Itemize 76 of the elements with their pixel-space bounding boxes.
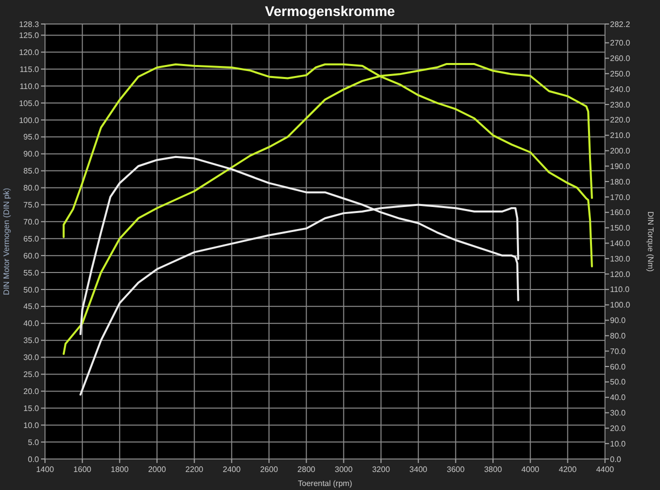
y2-tick-label: 200.0	[610, 146, 631, 156]
y2-tick-label: 60.0	[610, 362, 626, 372]
x-tick-label: 4000	[521, 465, 540, 474]
y-tick-label: 100.0	[18, 116, 40, 125]
y-tick-label: 70.0	[23, 217, 40, 226]
chart-title: Vermogenskromme	[265, 3, 396, 19]
y2-tick-label: 110.0	[610, 285, 630, 294]
y-tick-label: 105.0	[18, 98, 40, 108]
y-tick-label: 30.0	[23, 353, 40, 362]
y-tick-label: 0.0	[28, 454, 40, 464]
x-tick-label: 3800	[484, 465, 502, 474]
y-tick-label: 5.0	[28, 438, 40, 447]
y-tick-label: 128.3	[18, 20, 40, 29]
y2-tick-label: 260.0	[610, 54, 631, 64]
y2-tick-label: 130.0	[610, 254, 631, 264]
y-tick-label: 35.0	[23, 336, 40, 346]
y-tick-label: 10.0	[23, 420, 40, 430]
x-tick-label: 2000	[148, 465, 166, 474]
y2-tick-label: 70.0	[610, 346, 626, 356]
x-tick-label: 3200	[372, 465, 390, 474]
x-axis-title: Toerental (rpm)	[298, 479, 352, 488]
y2-tick-label: 240.0	[610, 84, 631, 94]
y-tick-label: 65.0	[23, 234, 40, 244]
y2-tick-label: 230.0	[610, 100, 631, 110]
x-tick-label: 3400	[409, 465, 428, 474]
y2-tick-label: 100.0	[610, 300, 631, 310]
y-tick-label: 45.0	[23, 302, 40, 312]
y2-tick-label: 220.0	[610, 116, 631, 125]
y-tick-label: 90.0	[23, 150, 40, 159]
y-tick-label: 115.0	[20, 64, 40, 74]
y2-tick-label: 50.0	[610, 378, 626, 387]
y2-tick-label: 10.0	[610, 439, 626, 448]
x-tick-label: 3000	[334, 465, 354, 474]
y2-tick-label: 20.0	[610, 424, 626, 433]
y2-tick-label: 40.0	[610, 393, 626, 402]
x-tick-label: 1400	[36, 465, 54, 474]
y-axis-title: DIN Motor Vermogen (DIN pk)	[2, 188, 11, 296]
y-tick-label: 95.0	[23, 132, 40, 142]
y-tick-label: 125.0	[18, 30, 40, 40]
y-tick-label: 120.0	[18, 48, 40, 57]
x-tick-label: 4400	[596, 465, 614, 474]
x-tick-label: 1600	[73, 465, 92, 474]
y-tick-label: 20.0	[23, 386, 40, 396]
y2-tick-label: 160.0	[610, 208, 631, 218]
y-tick-label: 50.0	[23, 285, 40, 294]
y2-tick-label: 140.0	[610, 238, 631, 248]
y-tick-label: 75.0	[23, 200, 40, 210]
x-tick-label: 2400	[222, 465, 242, 474]
y-tick-label: 55.0	[23, 268, 40, 278]
y2-tick-label: 190.0	[610, 162, 631, 171]
y-tick-label: 60.0	[23, 251, 40, 260]
y-tick-label: 40.0	[23, 319, 40, 328]
y2-tick-label: 210.0	[610, 131, 631, 140]
y-tick-label: 80.0	[23, 184, 40, 193]
y2-tick-label: 170.0	[610, 192, 631, 202]
x-tick-label: 2600	[260, 465, 278, 474]
y-tick-label: 110.0	[20, 82, 40, 91]
y2-tick-label: 150.0	[610, 224, 631, 233]
y2-tick-label: 80.0	[610, 331, 626, 340]
y-tick-label: 15.0	[23, 404, 40, 413]
x-tick-label: 2800	[297, 465, 316, 474]
y2-tick-label: 180.0	[610, 177, 631, 186]
y2-tick-label: 120.0	[610, 270, 631, 279]
y-tick-label: 85.0	[23, 166, 40, 176]
y2-tick-label: 250.0	[610, 69, 631, 78]
x-tick-label: 2200	[185, 465, 204, 474]
x-tick-label: 3600	[446, 465, 466, 474]
x-tick-label: 4200	[558, 465, 578, 474]
y2-tick-label: 30.0	[610, 408, 626, 418]
y2-tick-label: 90.0	[610, 316, 626, 326]
y2-tick-label: 282.2	[610, 20, 631, 29]
y2-tick-label: 0.0	[610, 454, 622, 464]
y-tick-label: 25.0	[23, 370, 40, 380]
x-tick-label: 1800	[110, 465, 130, 474]
y2-axis-title: DIN Torque (Nm)	[646, 211, 655, 272]
y2-tick-label: 270.0	[610, 38, 631, 48]
